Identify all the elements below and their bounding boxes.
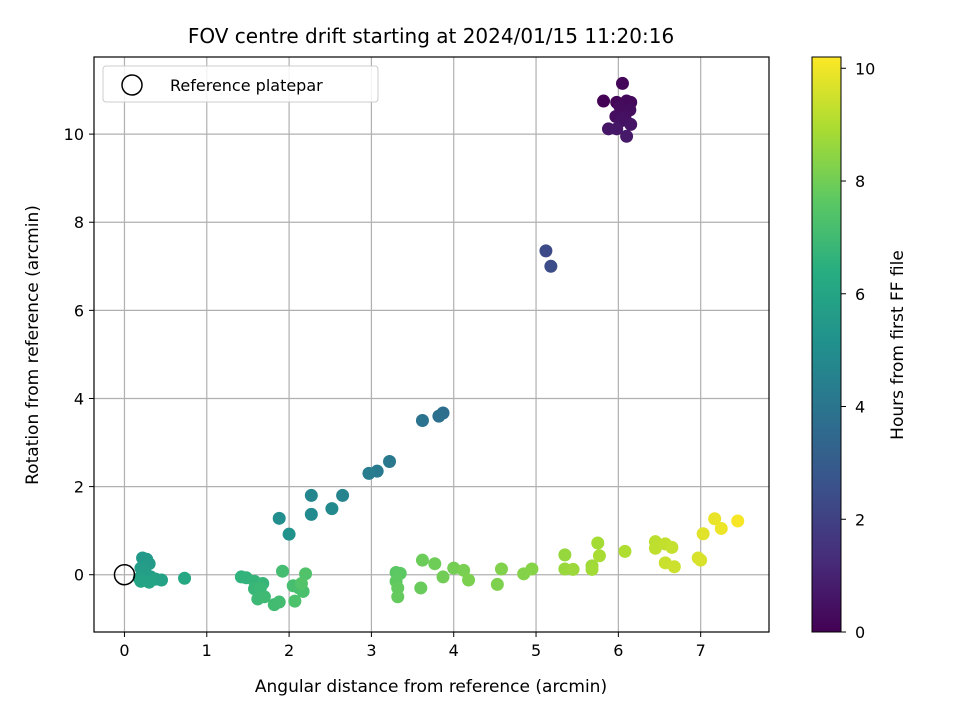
data-point [615,76,629,90]
data-point [667,560,681,574]
data-point [624,117,638,131]
data-point [362,466,376,480]
y-tick-label: 2 [74,478,84,497]
data-point [391,590,405,604]
data-point [665,540,679,554]
data-point [142,575,156,589]
colorbar-tick-label: 2 [855,510,865,529]
data-point [414,581,428,595]
x-tick-label: 3 [366,641,376,660]
legend-box [102,65,379,103]
data-point [613,100,627,114]
data-point [304,488,318,502]
data-point [566,562,580,576]
y-tick-label: 10 [64,125,84,144]
data-point [731,514,745,528]
data-point [490,577,504,591]
grid-lines [94,57,769,632]
plot-frame [93,56,770,633]
colorbar-label: Hours from first FF file [888,250,908,440]
data-point [457,563,471,577]
data-point [276,564,290,578]
data-point [436,570,450,584]
legend-entry-label: Reference platepar [170,76,323,95]
data-point [336,488,350,502]
data-point [462,573,476,587]
data-point [620,129,634,143]
data-point [539,244,553,258]
data-point [282,527,296,541]
colorbar-tick-label: 0 [855,623,865,642]
y-axis-label: Rotation from reference (arcmin) [23,205,43,485]
data-point [288,594,302,608]
x-tick-label: 6 [613,641,623,660]
data-point [415,414,429,428]
data-point [272,511,286,525]
colorbar-tick-label: 4 [855,398,865,417]
colorbar: 0 2 4 6 8 10 Hours from first FF file [811,56,908,642]
data-point [257,590,271,604]
data-point [155,573,168,587]
y-axis-ticks: 0 2 4 6 8 10 [64,125,94,585]
colorbar-ticks: 0 2 4 6 8 10 [841,59,875,642]
chart-title: FOV centre drift starting at 2024/01/15 … [188,24,674,48]
x-tick-label: 5 [531,641,541,660]
data-point [272,595,286,609]
data-point [294,577,308,591]
colorbar-tick-label: 6 [855,285,865,304]
data-point [585,562,599,576]
colorbar-tick-label: 10 [855,59,875,78]
data-points [113,76,745,612]
data-point [597,94,611,108]
data-point [610,122,624,136]
data-point [696,527,710,541]
reference-platepar-marker [113,563,136,586]
x-tick-label: 0 [119,641,129,660]
x-tick-label: 7 [696,641,706,660]
data-point [525,562,539,576]
data-point [415,553,429,567]
data-point [447,561,461,575]
data-point [383,454,397,468]
data-point [714,521,728,535]
data-point [494,562,508,576]
legend-marker [121,74,143,96]
data-point [708,512,722,526]
data-point [558,548,572,562]
y-tick-label: 0 [74,566,84,585]
data-point [591,536,605,550]
y-tick-label: 4 [74,389,84,408]
data-point [325,502,339,516]
colorbar-gradient [811,56,842,633]
data-point [544,259,558,273]
x-axis-label: Angular distance from reference (arcmin) [255,677,607,697]
x-axis-ticks: 0 1 2 3 4 5 6 7 [119,632,706,660]
data-point [694,553,708,567]
data-point [428,557,442,571]
data-point [304,507,318,521]
data-point [648,541,662,555]
colorbar-tick-label: 8 [855,172,865,191]
data-point [592,549,606,563]
y-tick-label: 8 [74,213,84,232]
y-tick-label: 6 [74,301,84,320]
x-tick-label: 4 [449,641,459,660]
data-point [299,567,313,581]
data-point [432,409,446,423]
x-tick-label: 2 [284,641,294,660]
data-point [618,544,632,558]
x-tick-label: 1 [202,641,212,660]
legend: Reference platepar [102,65,379,103]
data-point [178,571,192,585]
